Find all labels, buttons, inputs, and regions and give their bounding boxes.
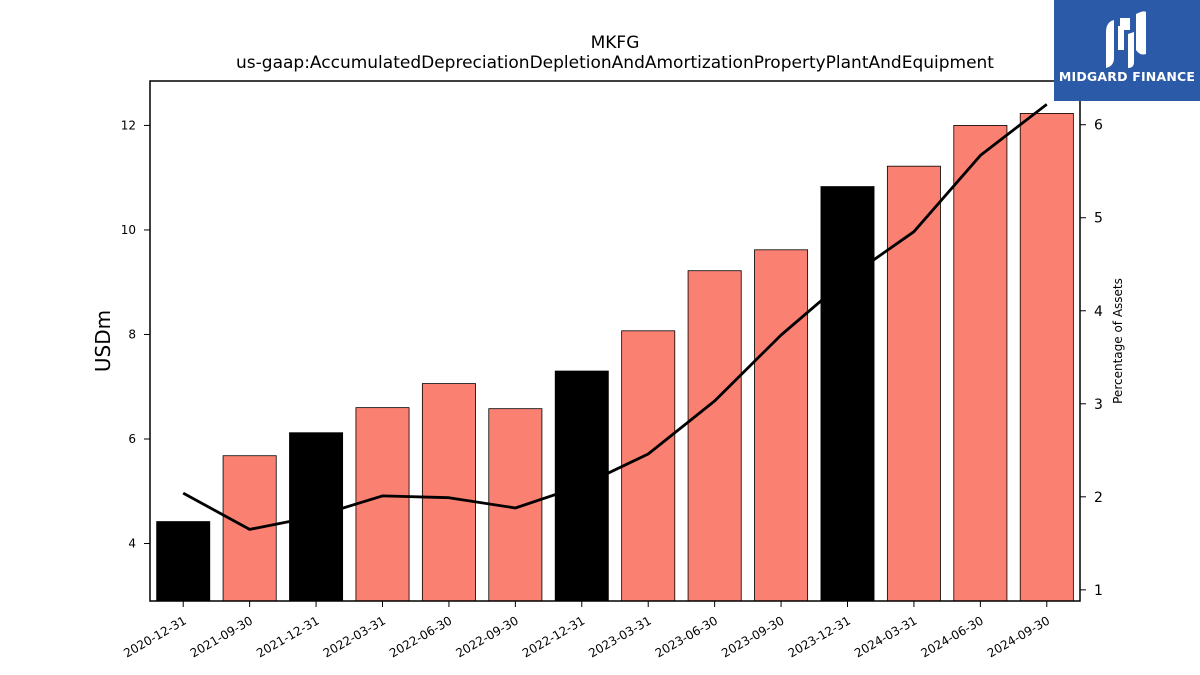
y2-tick-label: 2 xyxy=(1094,490,1103,506)
x-tick-label: 2024-06-30 xyxy=(918,613,985,660)
y2-tick-label: 6 xyxy=(1094,118,1103,134)
y2-tick-label: 3 xyxy=(1094,397,1103,413)
chart-subtitle: us-gaap:AccumulatedDepreciationDepletion… xyxy=(236,53,994,73)
bar-2024-03-31 xyxy=(886,165,941,602)
y-axis: 4 6 8 10 12 xyxy=(121,118,150,551)
midgard-logo-icon xyxy=(1106,11,1146,68)
x-axis: 2020-12-31 2021-09-30 2021-12-31 2022-03-31… xyxy=(121,601,1052,660)
x-tick-label: 2023-06-30 xyxy=(653,613,720,660)
brand-logo: MIDGARD FINANCE xyxy=(1054,0,1200,101)
brand-name: MIDGARD FINANCE xyxy=(1058,69,1196,84)
bar-group xyxy=(156,113,1074,602)
percentage-line xyxy=(182,103,1048,531)
x-tick-label: 2024-03-31 xyxy=(852,613,919,660)
y2-tick-label: 1 xyxy=(1094,583,1103,599)
x-tick-label: 2023-12-31 xyxy=(786,613,853,660)
bar-2024-06-30 xyxy=(953,125,1008,602)
line-group xyxy=(182,103,1048,531)
bar-2023-03-31 xyxy=(621,330,676,602)
chart-title: MKFG xyxy=(591,33,640,53)
bar-2020-12-31 xyxy=(156,521,211,602)
x-tick-label: 2024-09-30 xyxy=(985,613,1052,660)
y-tick-label: 8 xyxy=(128,327,136,341)
bar-2022-06-30 xyxy=(421,383,476,602)
x-tick-label: 2023-09-30 xyxy=(719,613,786,660)
bar-2022-03-31 xyxy=(355,407,410,602)
y-axis-label: USDm xyxy=(91,310,115,372)
y2-tick-label: 4 xyxy=(1094,304,1103,320)
plot-frame xyxy=(149,80,1081,602)
y2-axis: 1 2 3 4 5 6 xyxy=(1080,118,1103,599)
x-tick-label: 2022-06-30 xyxy=(387,613,454,660)
y-tick-label: 10 xyxy=(121,223,136,237)
x-tick-label: 2020-12-31 xyxy=(121,613,188,660)
x-tick-label: 2022-09-30 xyxy=(453,613,520,660)
y-tick-label: 4 xyxy=(128,537,136,551)
x-tick-label: 2022-12-31 xyxy=(520,613,587,660)
y2-tick-label: 5 xyxy=(1094,211,1103,227)
bar-2023-12-31 xyxy=(820,186,875,602)
x-tick-label: 2021-12-31 xyxy=(254,613,321,660)
y-tick-label: 6 xyxy=(128,432,136,446)
x-tick-label: 2023-03-31 xyxy=(586,613,653,660)
bar-2024-09-30 xyxy=(1019,113,1074,602)
y-tick-label: 12 xyxy=(121,118,136,132)
bar-2023-06-30 xyxy=(687,270,742,602)
x-tick-label: 2021-09-30 xyxy=(188,613,255,660)
bar-2023-09-30 xyxy=(754,249,809,602)
y2-axis-label: Percentage of Assets xyxy=(1111,278,1125,404)
x-tick-label: 2022-03-31 xyxy=(321,613,388,660)
